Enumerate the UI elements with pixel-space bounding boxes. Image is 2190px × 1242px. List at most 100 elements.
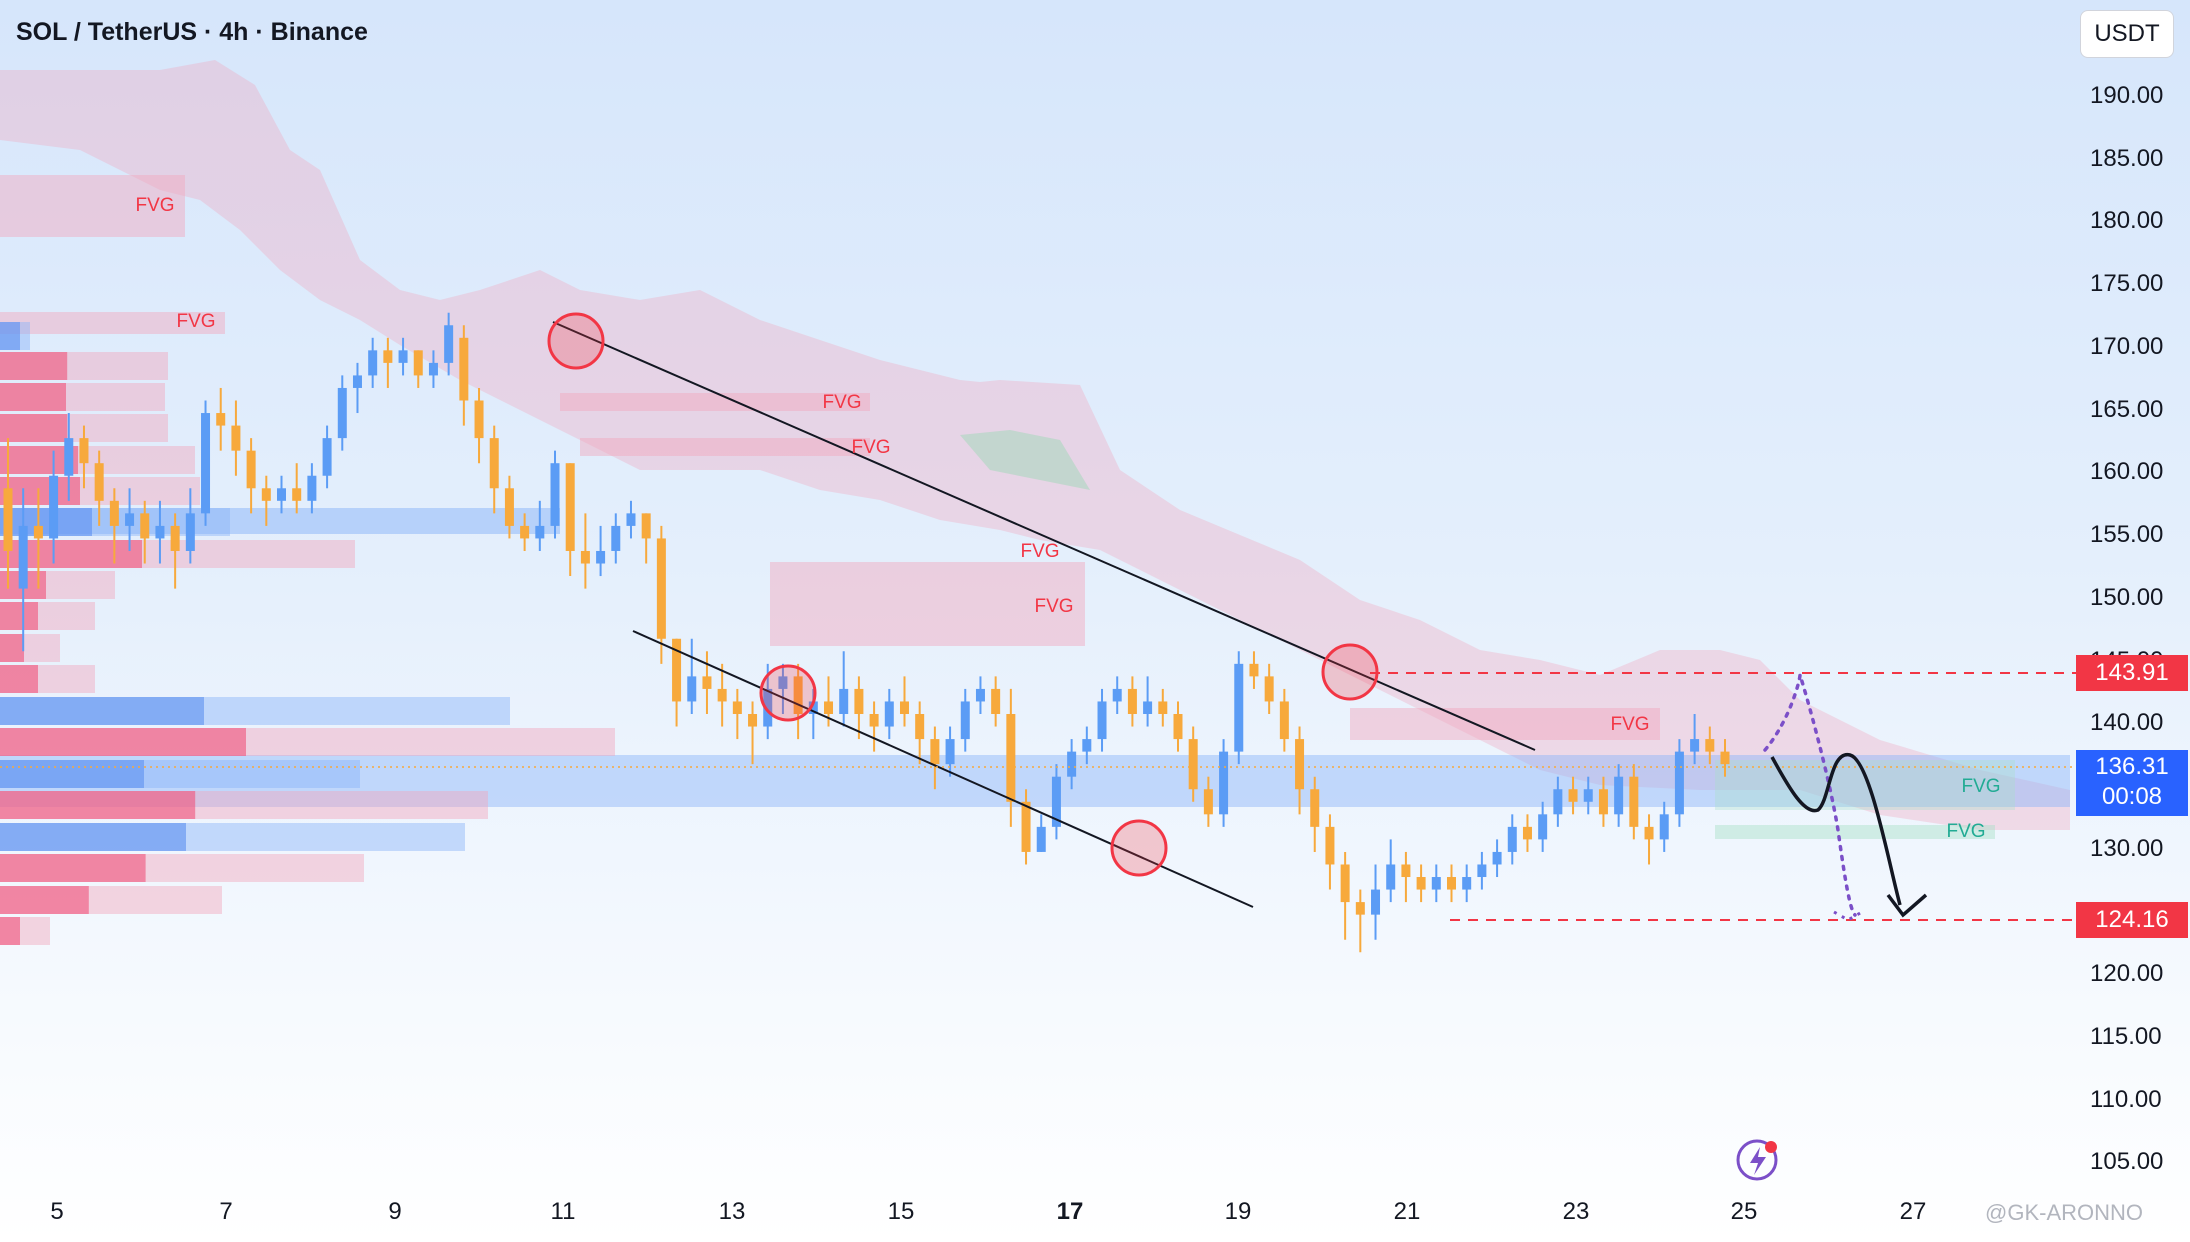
candle-body xyxy=(535,525,545,539)
fvg-supply-zone xyxy=(1350,708,1660,740)
time-tick: 5 xyxy=(50,1198,64,1225)
time-tick: 23 xyxy=(1562,1198,1590,1225)
candle-body xyxy=(1446,877,1456,890)
time-tick: 11 xyxy=(550,1198,576,1225)
candle-body xyxy=(383,350,393,363)
candle-body xyxy=(748,714,758,727)
candle-body xyxy=(1386,864,1396,890)
last-price-value: 136.31 xyxy=(2095,753,2169,780)
notification-dot xyxy=(1765,1141,1777,1153)
candle-body xyxy=(3,488,13,551)
time-tick: 21 xyxy=(1393,1198,1421,1225)
candle-body xyxy=(1355,902,1365,915)
candle-body xyxy=(975,688,985,702)
candle-body xyxy=(33,525,43,539)
time-tick: 7 xyxy=(219,1198,233,1225)
fvg-label: FVG xyxy=(1961,776,2001,797)
candle-body xyxy=(1036,826,1046,852)
candle-body xyxy=(1416,877,1426,890)
candle-body xyxy=(459,337,469,401)
candle-body xyxy=(185,513,195,551)
candle-body xyxy=(307,475,317,501)
candle-body xyxy=(763,688,773,727)
price-tick: 160.00 xyxy=(2090,458,2164,485)
candle-body xyxy=(1690,739,1700,752)
candle-body xyxy=(1614,776,1624,815)
candle-body xyxy=(352,375,362,388)
candle-body xyxy=(1674,751,1684,815)
fvg-label: FVG xyxy=(1034,596,1074,617)
candle-body xyxy=(1021,801,1031,852)
touch-circle xyxy=(1321,643,1379,701)
price-tick: 120.00 xyxy=(2090,960,2164,987)
candle-body xyxy=(596,550,606,564)
fvg-supply-zone xyxy=(0,312,225,334)
currency-button[interactable]: USDT xyxy=(2080,10,2174,58)
fvg-label: FVG xyxy=(176,311,216,332)
candle-body xyxy=(428,362,438,376)
fvg-demand-zone xyxy=(1715,760,2015,810)
candle-body xyxy=(246,450,256,489)
candle-body xyxy=(474,400,484,439)
author-watermark: @GK-ARONNO xyxy=(1985,1200,2144,1225)
price-tick: 105.00 xyxy=(2090,1148,2164,1175)
time-tick: 13 xyxy=(718,1198,746,1225)
fvg-label: FVG xyxy=(851,437,891,458)
symbol-title[interactable]: SOL / TetherUS · 4h · Binance xyxy=(16,18,368,46)
candle-body xyxy=(520,525,530,539)
candle-body xyxy=(611,525,621,551)
candle-body xyxy=(839,688,849,714)
candle-body xyxy=(1143,701,1153,714)
channel-upper-line xyxy=(552,321,1536,751)
price-tick: 115.00 xyxy=(2090,1023,2162,1050)
candle-body xyxy=(292,488,302,501)
candle-body xyxy=(231,425,241,451)
candle-body xyxy=(1264,676,1274,702)
candle-body xyxy=(793,676,803,714)
fvg-label: FVG xyxy=(135,195,175,216)
volume-profile-bar xyxy=(0,508,92,536)
candle-body xyxy=(884,701,894,727)
fvg-label: FVG xyxy=(822,392,862,413)
candle-body xyxy=(899,701,909,714)
green-cloud-segment xyxy=(960,430,1090,490)
candle-body xyxy=(930,739,940,765)
volume-profile-bar xyxy=(0,352,68,380)
candle-body xyxy=(672,638,682,702)
fvg-supply-zone xyxy=(0,175,185,237)
candle-body xyxy=(216,413,226,426)
candle-body xyxy=(1644,826,1654,840)
time-tick: 9 xyxy=(388,1198,402,1225)
candle-body xyxy=(1522,826,1532,840)
time-tick: 15 xyxy=(887,1198,915,1225)
price-tick: 165.00 xyxy=(2090,396,2164,423)
volume-profile-bar xyxy=(0,917,20,945)
projected-path-alternative xyxy=(1763,674,1857,917)
candle-body xyxy=(702,676,712,689)
price-tick: 185.00 xyxy=(2090,145,2164,172)
candle-body xyxy=(1598,789,1608,815)
candle-body xyxy=(1295,739,1305,790)
candle-body xyxy=(261,488,271,501)
price-tick: 170.00 xyxy=(2090,333,2164,360)
candle-body xyxy=(1492,851,1502,865)
touch-circle xyxy=(1110,819,1168,877)
price-tick: 150.00 xyxy=(2090,584,2164,611)
volume-profile-bar xyxy=(0,697,204,725)
candle-body xyxy=(580,550,590,564)
alert-icon xyxy=(1736,1139,1778,1181)
volume-profile-bar xyxy=(0,728,246,756)
candle-body xyxy=(1249,663,1259,677)
time-tick: 19 xyxy=(1224,1198,1252,1225)
candle-body xyxy=(778,676,788,689)
candle-body xyxy=(155,525,165,539)
candle-body xyxy=(18,525,28,589)
volume-profile-bar xyxy=(0,665,38,693)
price-tick: 110.00 xyxy=(2090,1086,2162,1113)
candle-body xyxy=(732,701,742,714)
candle-body xyxy=(413,350,423,376)
candle-body xyxy=(1188,739,1198,790)
fvg-demand-zone xyxy=(1715,825,1995,839)
